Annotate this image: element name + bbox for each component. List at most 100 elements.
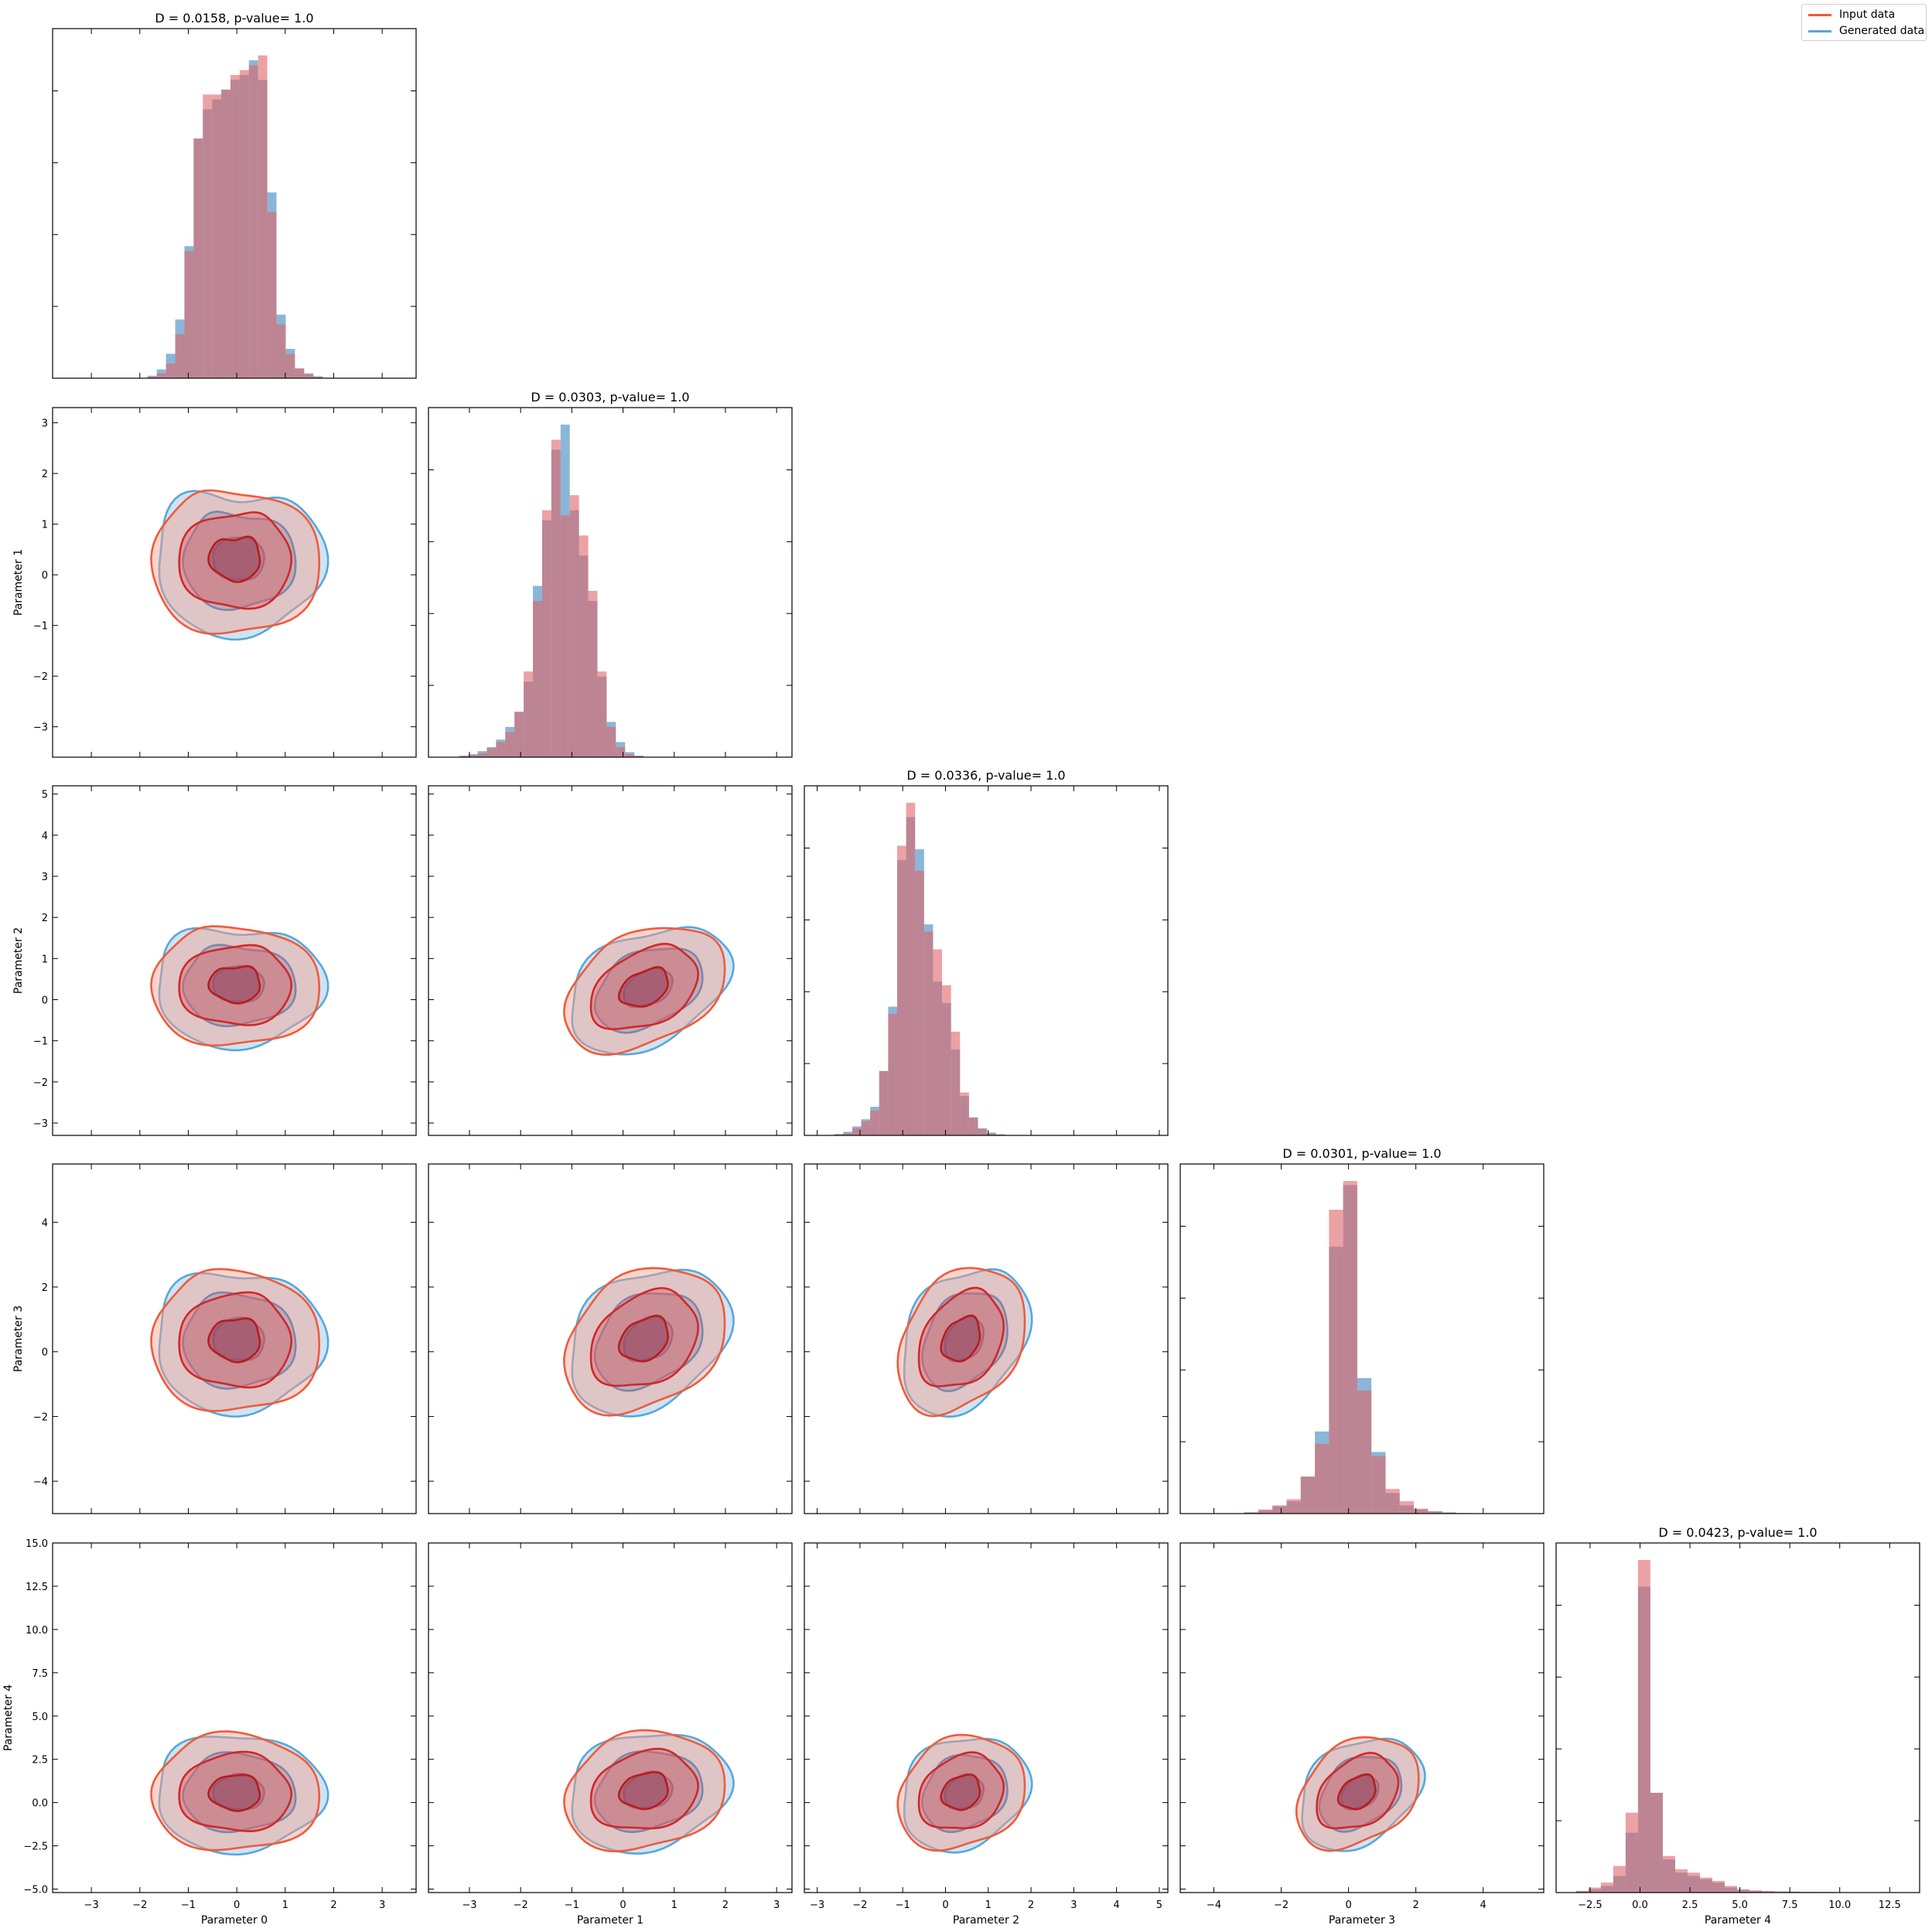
x-axis-label: Parameter 1: [577, 1914, 643, 1927]
hist-bar-generated: [834, 1134, 844, 1135]
panel-frame-3-2: [804, 1163, 1169, 1514]
x-tick-label: 0: [1345, 1900, 1351, 1911]
legend-item-generated: Generated data: [1808, 23, 1924, 39]
hist-bar-input: [496, 742, 506, 757]
contour-input-level-0: [896, 1267, 1026, 1418]
hist-bar-input: [951, 1031, 961, 1135]
hist-bar-input: [1650, 1793, 1663, 1893]
hist-bar-input: [304, 374, 314, 378]
contour-input-level-1: [589, 1287, 699, 1388]
contour-input-level-1: [589, 1747, 699, 1830]
contour-input-level-2: [617, 1770, 670, 1811]
contour-input-level-0: [896, 1733, 1026, 1852]
x-tick-label: 7.5: [1782, 1900, 1798, 1911]
hist-bar-input: [1258, 1509, 1273, 1514]
contour-input-level-1: [178, 511, 292, 610]
contour-plot-3-1: [563, 1267, 735, 1418]
chart-legend: Input data Generated data: [1801, 4, 1927, 41]
hist-bar-input: [156, 373, 166, 378]
contour-input-level-0: [563, 1267, 726, 1417]
x-tick-label: 2: [722, 1900, 729, 1911]
x-axis-label: Parameter 2: [953, 1914, 1019, 1927]
hist-bar-input: [212, 94, 222, 378]
hist-bar-input: [514, 712, 524, 757]
y-tick-label: −4: [33, 1476, 48, 1488]
hist-bar-input: [1674, 1869, 1688, 1893]
hist-bar-input: [551, 439, 561, 757]
hist-bar-input: [295, 368, 305, 378]
x-tick-label: −3: [810, 1900, 824, 1911]
panel-frame-3-3: [1179, 1163, 1545, 1514]
contour-input-level-1: [178, 1291, 292, 1389]
contour-generated-level-1: [182, 1291, 297, 1390]
contour-generated-level-0: [1301, 1737, 1426, 1852]
contour-input-level-0: [1295, 1736, 1420, 1852]
hist-bar-input: [1588, 1887, 1601, 1893]
hist-bar-input: [588, 591, 598, 757]
hist-bar-input: [923, 931, 934, 1135]
y-tick-label: 3: [42, 872, 48, 883]
x-axis-label: Parameter 4: [1705, 1914, 1771, 1927]
hist-bar-input: [533, 601, 542, 757]
hist-bar-input: [852, 1128, 862, 1135]
hist-bar-input: [569, 495, 579, 757]
hist-bar-input: [1329, 1210, 1343, 1514]
panel-frame-2-0: [52, 785, 417, 1136]
legend-label-generated: Generated data: [1839, 25, 1925, 37]
contour-input-level-2: [940, 1773, 981, 1811]
panel-frame-4-0: [52, 1542, 417, 1893]
x-tick-label: 1: [282, 1900, 288, 1911]
y-axis-label: Parameter 3: [12, 1306, 25, 1372]
x-tick-label: 2: [1412, 1900, 1418, 1911]
hist-bar-input: [505, 732, 515, 757]
contour-input-level-1: [1316, 1752, 1400, 1830]
hist-bar-input: [486, 748, 497, 757]
contour-generated-level-1: [182, 510, 297, 612]
x-tick-label: 3: [773, 1900, 780, 1911]
hist-bar-input: [1357, 1390, 1372, 1514]
hist-bar-input: [579, 535, 589, 757]
hist-bar-input: [1774, 1891, 1787, 1893]
hist-bar-input: [1385, 1489, 1400, 1514]
hist-bar-input: [267, 212, 277, 378]
x-axis-label: Parameter 3: [1329, 1914, 1395, 1927]
x-tick-label: 0: [234, 1900, 240, 1911]
hist-bar-input: [560, 515, 570, 757]
histogram-4: [1575, 1560, 1911, 1893]
hist-bar-input: [1699, 1877, 1712, 1893]
panel-frame-4-3: [1179, 1542, 1545, 1893]
y-tick-label: 0: [42, 995, 48, 1007]
contour-plot-2-1: [563, 926, 735, 1056]
panel-frame-2-2: [804, 785, 1169, 1136]
y-tick-label: −5.0: [23, 1885, 48, 1896]
y-tick-label: 5.0: [32, 1712, 48, 1723]
hist-bar-input: [276, 324, 286, 378]
panel-frame-3-0: [52, 1163, 417, 1514]
hist-bar-input: [1272, 1505, 1287, 1514]
y-tick-label: −2: [33, 1077, 48, 1089]
y-tick-label: −2: [33, 1411, 48, 1423]
hist-bar-input: [616, 746, 626, 757]
contour-input-level-2: [940, 1314, 981, 1363]
contour-generated-level-1: [920, 1292, 1009, 1393]
x-tick-label: 10.0: [1828, 1900, 1851, 1911]
contour-input-level-1: [178, 1750, 292, 1833]
contour-plot-1-0: [150, 489, 329, 641]
x-tick-label: 1: [985, 1900, 992, 1911]
hist-bar-input: [541, 510, 551, 757]
contour-generated-level-0: [903, 1268, 1033, 1418]
contour-input-level-0: [150, 925, 321, 1047]
x-axis-label: Parameter 0: [201, 1914, 268, 1927]
y-tick-label: −1: [33, 621, 48, 633]
y-tick-label: 0.0: [32, 1798, 48, 1810]
panel-frame-3-1: [428, 1163, 793, 1514]
hist-bar-input: [625, 754, 635, 757]
contour-input-level-1: [178, 944, 292, 1026]
contour-generated-level-1: [1318, 1756, 1403, 1833]
hist-bar-input: [597, 671, 607, 757]
hist-bar-input: [524, 671, 534, 757]
contour-generated-level-2: [212, 536, 265, 581]
y-tick-label: 2: [42, 913, 48, 924]
hist-bar-input: [1286, 1499, 1301, 1514]
hist-bar-input: [230, 74, 240, 379]
